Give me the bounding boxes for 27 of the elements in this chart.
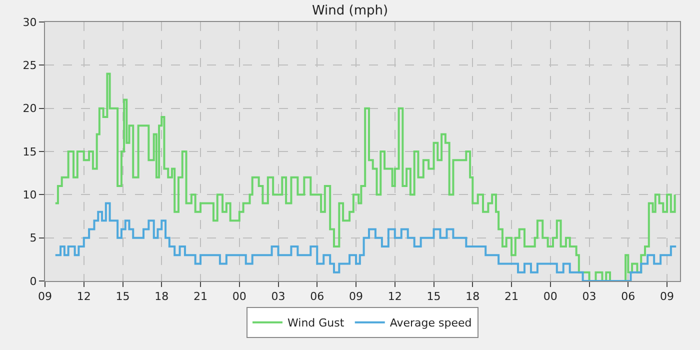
y-tick-label: 0 <box>30 274 37 288</box>
legend-label: Average speed <box>390 316 472 330</box>
x-tick-label: 09 <box>349 290 364 304</box>
x-tick-label: 09 <box>660 290 674 304</box>
legend-label: Wind Gust <box>288 316 345 330</box>
x-tick-label: 03 <box>271 290 286 304</box>
x-tick-label: 00 <box>232 290 246 304</box>
x-tick-label: 18 <box>466 290 480 304</box>
x-tick-label: 18 <box>154 290 169 304</box>
y-tick-label: 25 <box>22 59 37 72</box>
x-tick-label: 21 <box>194 290 208 304</box>
y-tick-label: 15 <box>22 145 37 158</box>
y-tick-label: 20 <box>22 102 37 116</box>
x-tick-label: 12 <box>388 290 402 304</box>
x-tick-label: 00 <box>543 290 558 304</box>
x-tick-label: 15 <box>426 290 441 304</box>
y-tick-label: 5 <box>30 232 37 245</box>
chart-title: Wind (mph) <box>312 3 388 18</box>
x-tick-label: 03 <box>582 290 596 304</box>
x-tick-label: 12 <box>76 290 91 304</box>
y-tick-label: 10 <box>22 188 37 202</box>
x-tick-label: 21 <box>504 290 519 304</box>
y-tick-label: 30 <box>22 16 37 29</box>
x-tick-label: 06 <box>310 290 324 304</box>
x-tick-label: 06 <box>621 290 636 304</box>
x-tick-label: 09 <box>38 290 52 304</box>
x-tick-label: 15 <box>116 290 130 304</box>
